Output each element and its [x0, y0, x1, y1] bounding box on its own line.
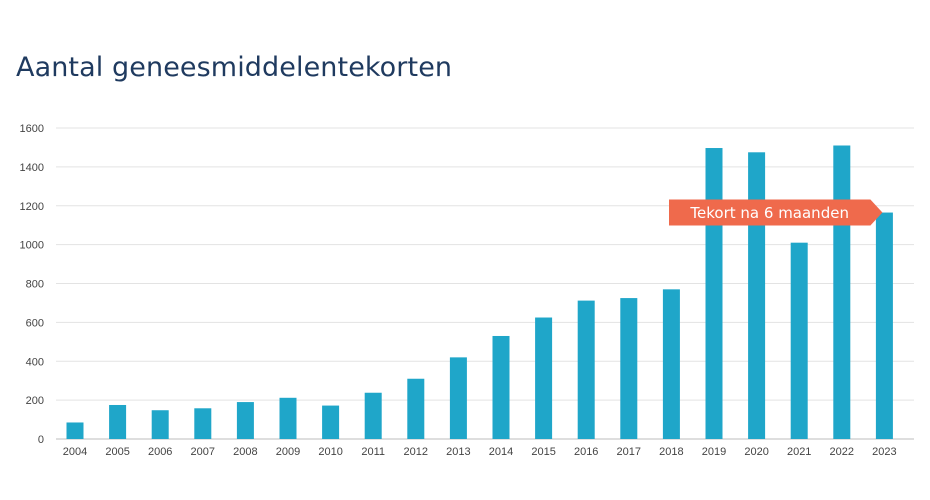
bar-2023: [875, 212, 893, 439]
bar-2021: [790, 242, 808, 439]
y-tick-label: 800: [26, 279, 44, 291]
bar-2019: [705, 148, 723, 439]
x-tick-label: 2020: [744, 446, 768, 458]
bar-2013: [449, 357, 467, 439]
x-tick-label: 2021: [787, 446, 811, 458]
x-tick-label: 2019: [702, 446, 726, 458]
bar-2017: [620, 298, 638, 439]
bar-2012: [407, 378, 425, 439]
annotation-callout: Tekort na 6 maanden: [669, 199, 883, 226]
chart-title: Aantal geneesmiddelentekorten: [16, 52, 453, 83]
y-tick-label: 1200: [20, 201, 44, 213]
x-tick-label: 2012: [404, 446, 428, 458]
y-tick-label: 400: [26, 356, 44, 368]
x-tick-label: 2022: [830, 446, 854, 458]
x-tick-label: 2005: [105, 446, 129, 458]
bar-2005: [109, 404, 127, 439]
annotation-arrow: [669, 199, 883, 226]
bar-2010: [322, 405, 340, 439]
x-tick-label: 2007: [191, 446, 215, 458]
x-tick-label: 2008: [233, 446, 257, 458]
x-tick-label: 2023: [872, 446, 896, 458]
y-tick-label: 1000: [20, 240, 44, 252]
bar-2022: [833, 145, 851, 439]
annotation-label: Tekort na 6 maanden: [689, 204, 849, 222]
y-tick-label: 1600: [20, 123, 44, 135]
x-tick-label: 2015: [531, 446, 555, 458]
bar-2020: [748, 152, 766, 439]
x-tick-label: 2009: [276, 446, 300, 458]
x-tick-label: 2010: [318, 446, 342, 458]
y-axis-ticks: 0 200 400 600 800 1000 1200 1400 1600: [20, 123, 44, 446]
bar-2004: [66, 422, 84, 439]
x-tick-label: 2016: [574, 446, 598, 458]
y-tick-label: 600: [26, 317, 44, 329]
x-tick-label: 2006: [148, 446, 172, 458]
x-tick-label: 2017: [617, 446, 641, 458]
bar-2016: [577, 300, 595, 439]
gridlines: [56, 127, 914, 440]
bar-2008: [236, 402, 254, 439]
bar-2011: [364, 392, 382, 439]
bar-2014: [492, 335, 510, 439]
bar-2018: [662, 289, 680, 439]
bars: [66, 145, 893, 439]
x-tick-label: 2013: [446, 446, 470, 458]
y-tick-label: 1400: [20, 162, 44, 174]
y-tick-label: 0: [38, 434, 44, 446]
y-tick-label: 200: [26, 395, 44, 407]
x-tick-label: 2011: [361, 446, 385, 458]
x-tick-label: 2014: [489, 446, 513, 458]
bar-2007: [194, 408, 212, 439]
bar-2015: [535, 317, 553, 439]
x-tick-label: 2004: [63, 446, 87, 458]
x-tick-label: 2018: [659, 446, 683, 458]
bar-2009: [279, 397, 297, 439]
bar-2006: [151, 410, 169, 439]
x-axis-ticks: 2004 2005 2006 2007 2008 2009 2010 2011 2012 2013…: [63, 446, 897, 458]
